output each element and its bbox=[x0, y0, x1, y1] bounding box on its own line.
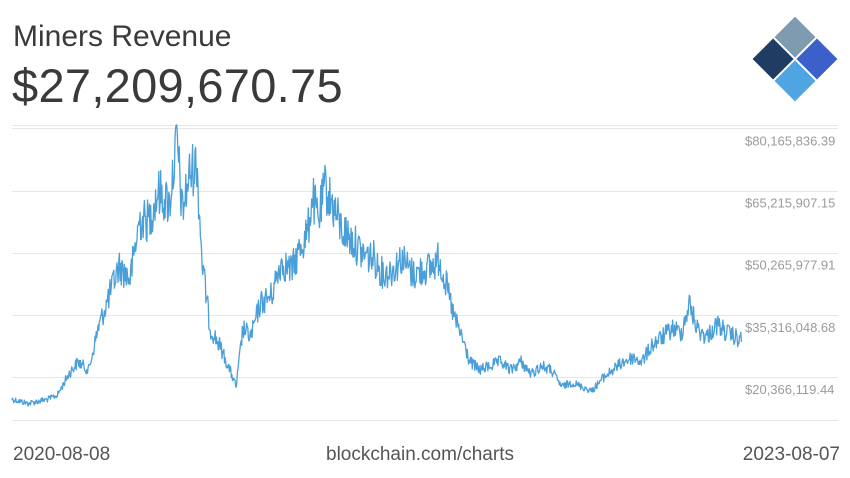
chart-title: Miners Revenue bbox=[13, 20, 232, 53]
y-tick-label: $35,316,048.68 bbox=[745, 320, 835, 335]
blockchain-logo-icon bbox=[752, 16, 838, 102]
series-layer bbox=[11, 124, 743, 407]
start-date-label: 2020-08-08 bbox=[13, 444, 111, 465]
y-axis-ticks: $20,366,119.44 $35,316,048.68 $50,265,977.… bbox=[745, 133, 835, 396]
y-tick-label: $50,265,977.91 bbox=[745, 258, 835, 273]
series-line bbox=[11, 124, 743, 407]
current-value: $27,209,670.75 bbox=[12, 59, 343, 112]
y-tick-label: $20,366,119.44 bbox=[745, 382, 834, 397]
end-date-label: 2023-08-07 bbox=[742, 444, 840, 465]
chart-grid bbox=[12, 125, 838, 421]
y-tick-label: $80,165,836.39 bbox=[745, 133, 835, 148]
source-label: blockchain.com/charts bbox=[326, 444, 514, 465]
y-tick-label: $65,215,907.15 bbox=[745, 196, 835, 211]
